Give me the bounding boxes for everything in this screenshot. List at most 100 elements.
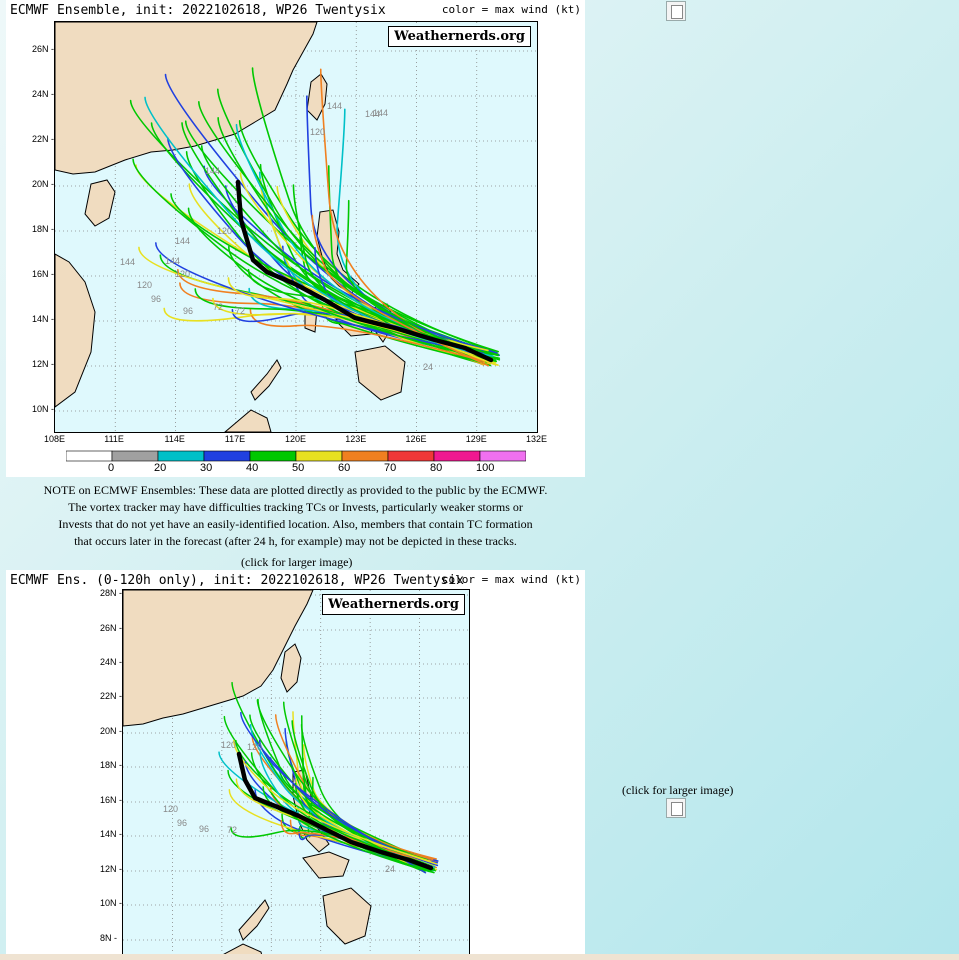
ensemble-track-map-120h[interactable]: ECMWF Ens. (0-120h only), init: 20221026… (6, 570, 585, 956)
map-drawing: 120 120 120 96 96 72 24 (123, 590, 469, 956)
colorbar-segment (157, 450, 205, 462)
colorbar-segment (341, 450, 389, 462)
hour-label: 144 (373, 108, 388, 118)
lat-label: 26N - (32, 44, 55, 54)
ensemble-mean-track (235, 179, 494, 363)
note-line-4: that occurs later in the forecast (after… (74, 534, 517, 548)
hour-label: 24 (385, 864, 395, 874)
palawan (250, 359, 282, 401)
lon-label: 111E (104, 434, 124, 444)
map-area: 144 144 144 144 120 120 144 144 120 96 96 72 72 144 12… (54, 21, 538, 433)
click-larger-image-link-1[interactable]: (click for larger image) (241, 555, 353, 569)
map-title: ECMWF Ensemble, init: 2022102618, WP26 T… (10, 3, 386, 18)
ensemble-member-track (319, 68, 486, 363)
colorbar-segment (66, 450, 113, 462)
borneo-tip (224, 409, 272, 432)
hour-label: 144 (327, 101, 342, 111)
colorbar-segment (295, 450, 343, 462)
image-placeholder-icon[interactable] (666, 798, 686, 818)
ensemble-member-track (198, 101, 488, 357)
lat-label: 10N - (100, 898, 123, 908)
ensemble-member-track (280, 819, 434, 861)
taiwan (306, 73, 328, 121)
hour-label: 72 (213, 302, 223, 312)
hour-labels: 120 120 120 96 96 72 24 (163, 740, 395, 874)
ensemble-member-track (238, 119, 495, 353)
colorbar-label: 20 (154, 462, 167, 474)
lat-label: 16N - (32, 269, 55, 279)
lat-label: 20N - (100, 726, 123, 736)
hour-label: 96 (151, 294, 161, 304)
hour-label: 96 (177, 818, 187, 828)
bottom-strip (0, 954, 959, 960)
color-note: color = max wind (kt) (441, 3, 581, 16)
map-area: 120 120 120 96 96 72 24 Weathernerds.org (122, 589, 470, 956)
hour-label: 144 (205, 166, 220, 176)
lat-label: 12N - (100, 864, 123, 874)
ensemble-member-track (155, 242, 485, 355)
click-larger-image-link-2[interactable]: (click for larger image) (622, 783, 734, 797)
colorbar-segment (111, 450, 159, 462)
lon-label: 126E (405, 434, 427, 444)
colorbar-segment (433, 450, 481, 462)
colorbar-label: 50 (292, 462, 305, 474)
taiwan (280, 643, 302, 693)
lat-label: 22N - (100, 691, 123, 701)
ensemble-member-track (258, 739, 427, 874)
ensemble-member-track (240, 711, 439, 867)
ensemble-note: NOTE on ECMWF Ensembles: These data are … (6, 482, 585, 550)
hour-label: 120 (217, 226, 232, 236)
hour-label: 144 (165, 256, 180, 266)
hour-label: 96 (199, 824, 209, 834)
note-line-1: NOTE on ECMWF Ensembles: These data are … (43, 483, 548, 497)
land-masses (123, 590, 372, 956)
ensemble-member-track (184, 120, 491, 358)
borneo-tip (219, 943, 263, 956)
hainan (84, 179, 116, 227)
color-note: color = max wind (kt) (441, 573, 581, 586)
colorbar-segment (387, 450, 435, 462)
lon-label: 120E (285, 434, 307, 444)
lon-label: 114E (164, 434, 185, 444)
lon-label: 123E (345, 434, 367, 444)
map-header: ECMWF Ens. (0-120h only), init: 20221026… (10, 573, 581, 591)
mindanao (354, 345, 406, 401)
hour-label: 72 (227, 825, 237, 835)
wind-colorbar: 0 20 30 40 50 60 70 80 100 (66, 450, 526, 474)
colorbar-label: 40 (246, 462, 259, 474)
hour-label: 120 (137, 280, 152, 290)
colorbar-label: 100 (476, 462, 495, 474)
lon-label: 108E (44, 434, 66, 444)
hour-label: 144 (175, 236, 190, 246)
ensemble-member-track (258, 171, 483, 357)
brand-label: Weathernerds.org (322, 594, 465, 615)
hour-label: 96 (183, 306, 193, 316)
lat-label: 18N - (100, 760, 123, 770)
colorbar-segment (249, 450, 297, 462)
hour-label: 144 (365, 109, 380, 119)
colorbar-label: 60 (338, 462, 351, 474)
ensemble-member-track (217, 117, 500, 353)
lat-label: 18N - (32, 224, 55, 234)
lon-label: 129E (465, 434, 487, 444)
brand-label: Weathernerds.org (388, 26, 531, 47)
note-line-2: The vortex tracker may have difficulties… (68, 500, 523, 514)
lat-label: 22N - (32, 134, 55, 144)
colorbar-label: 30 (200, 462, 213, 474)
hour-label: 120 (221, 740, 236, 750)
visayas (302, 851, 350, 879)
ensemble-track-map-full[interactable]: ECMWF Ensemble, init: 2022102618, WP26 T… (6, 0, 585, 477)
lon-label: 117E (224, 434, 246, 444)
hour-label: 120 (310, 127, 325, 137)
colorbar-segment (479, 450, 526, 462)
lat-label: 24N - (32, 89, 55, 99)
lat-label: 24N - (100, 657, 123, 667)
image-placeholder-icon[interactable] (666, 1, 686, 21)
map-title: ECMWF Ens. (0-120h only), init: 20221026… (10, 573, 464, 588)
hour-label: 24 (423, 362, 433, 372)
vietnam-coast (55, 253, 96, 408)
ensemble-member-track (249, 308, 497, 366)
lon-label: 132E (526, 434, 548, 444)
